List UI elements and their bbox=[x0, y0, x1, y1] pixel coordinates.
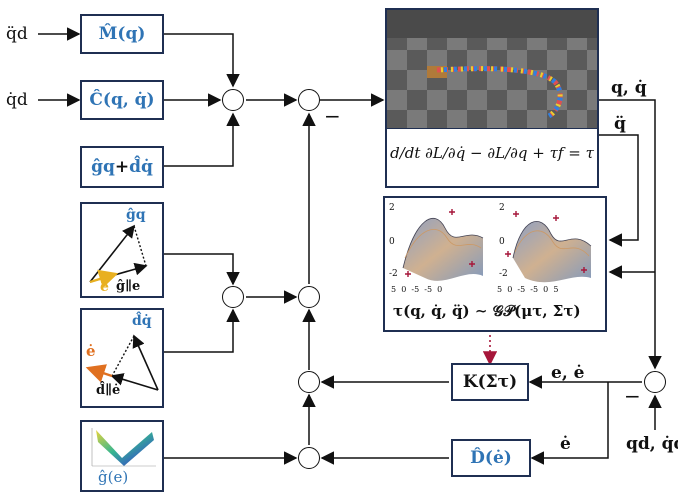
damping-block: D̂(ė) bbox=[451, 439, 531, 477]
potential-label: ĝ(e) bbox=[98, 470, 128, 485]
gp-ytick-mid: 0 bbox=[389, 238, 395, 247]
sum-feedforward bbox=[222, 89, 244, 111]
minus-sign-error: − bbox=[624, 386, 641, 406]
gp-ytick-top: 2 bbox=[389, 204, 395, 213]
gp-caption: τ(q, q̇, q̈) ∼ 𝒢𝒫(μτ, Στ) bbox=[393, 302, 581, 320]
gp-surface-plots bbox=[385, 198, 605, 298]
feedback-gain-block: K(Στ) bbox=[451, 363, 529, 401]
gaussian-process-block: 2 0 -2 2 0 -2 5 0 -5 -5 0 5 0 -5 -5 0 5 … bbox=[383, 196, 607, 332]
error-label: e, ė bbox=[551, 365, 584, 382]
sum-torque bbox=[298, 89, 320, 111]
damping-projection-label: d̂∥ė bbox=[96, 384, 120, 397]
gp-xticks-right: 5 0 -5 -5 0 5 bbox=[497, 286, 558, 294]
sum-projections bbox=[222, 286, 244, 308]
mass-matrix-block: M̂(q) bbox=[80, 14, 164, 54]
sum-error bbox=[644, 371, 666, 393]
desired-velocity-label: q̇d bbox=[6, 92, 28, 109]
error-vector-label: e bbox=[100, 280, 109, 294]
potential-surface-plot bbox=[82, 422, 162, 472]
gravity-damping-block: ĝq+d̂q̇ bbox=[80, 146, 164, 188]
potential-function-block: ĝ(e) bbox=[80, 420, 164, 492]
gp-ytick-top-right: 2 bbox=[499, 204, 505, 213]
feedback-gain-label: K(Στ) bbox=[453, 372, 527, 392]
state-output-label: q, q̇ bbox=[611, 80, 647, 97]
acceleration-output-label: q̈ bbox=[614, 116, 626, 133]
error-rate-label: ė bbox=[560, 436, 571, 453]
coriolis-label: Ĉ(q, q̇) bbox=[82, 90, 162, 110]
coriolis-block: Ĉ(q, q̇) bbox=[80, 80, 164, 120]
reference-label: qd, q̇d bbox=[626, 436, 678, 453]
desired-acceleration-label: q̈d bbox=[6, 26, 28, 43]
damping-projection-block: d̂q̇ ė d̂∥ė bbox=[80, 308, 164, 408]
gp-ytick-mid-right: 0 bbox=[499, 238, 505, 247]
minus-sign-feedback: − bbox=[324, 106, 341, 126]
gravity-vector-label: ĝq bbox=[126, 208, 146, 222]
lagrangian-equation: d/dt ∂L/∂q̇ − ∂L/∂q + τf = τ bbox=[387, 146, 597, 161]
robot-divider bbox=[387, 128, 597, 129]
damping-label: D̂(ė) bbox=[453, 448, 529, 468]
sum-gain bbox=[298, 371, 320, 393]
gravity-projection-block: ĝq e ĝ∥e bbox=[80, 202, 164, 298]
robot-plant-block: d/dt ∂L/∂q̇ − ∂L/∂q + τf = τ bbox=[385, 8, 599, 188]
mass-matrix-label: M̂(q) bbox=[82, 24, 162, 44]
error-rate-vector-label: ė bbox=[86, 344, 96, 359]
sum-damping bbox=[298, 447, 320, 469]
gravity-projection-label: ĝ∥e bbox=[116, 280, 140, 293]
gp-xticks-left: 5 0 -5 -5 0 bbox=[391, 286, 442, 294]
damping-vector-label: d̂q̇ bbox=[132, 314, 152, 328]
gp-ytick-bottom: -2 bbox=[389, 270, 398, 279]
sum-feedback bbox=[298, 286, 320, 308]
robot-simulation-image bbox=[387, 10, 597, 128]
gravity-damping-label: ĝq+d̂q̇ bbox=[82, 157, 162, 177]
gp-ytick-bottom-right: -2 bbox=[499, 270, 508, 279]
